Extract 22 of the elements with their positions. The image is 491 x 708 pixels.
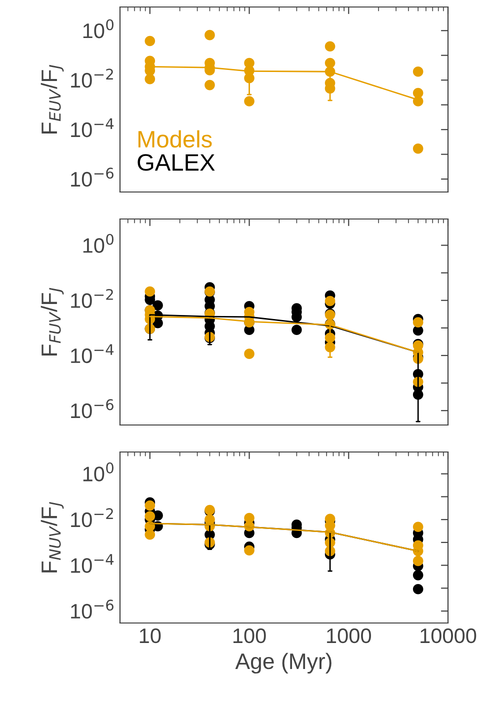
y-tick-label: 10$^{0}$ xyxy=(83,19,114,38)
y-tick-label: 10$^{−4}$ xyxy=(71,554,114,573)
legend-label: GALEX xyxy=(138,154,215,171)
y-axis-title: F$_{NUV}$/F$_{J}$ xyxy=(40,502,64,572)
y-axis-title: F$_{EUV}$/F$_{J}$ xyxy=(40,64,64,134)
y-axis-title: F$_{FUV}$/F$_{J}$ xyxy=(40,288,64,356)
series-label: Models xyxy=(138,130,212,148)
y-tick-label: 10$^{−2}$ xyxy=(71,288,113,308)
y-tick-label: 10$^{−2}$ xyxy=(71,508,113,528)
x-tick-label: 10000 xyxy=(420,628,476,644)
y-tick-label: 10$^{−4}$ xyxy=(71,118,114,138)
x-tick-label: 100 xyxy=(233,628,266,644)
y-tick-label: 10$^{−6}$ xyxy=(71,399,114,418)
x-tick-label: 10 xyxy=(140,628,161,644)
y-tick-label: 10$^{−6}$ xyxy=(71,600,114,619)
y-tick-label: 10$^{0}$ xyxy=(83,234,114,253)
y-tick-label: 10$^{−6}$ xyxy=(71,168,114,187)
x-tick-label: 1000 xyxy=(327,628,371,644)
x-axis-title: Age (Myr) xyxy=(235,652,332,674)
y-tick-label: 10$^{−2}$ xyxy=(71,68,113,88)
y-tick-label: 10$^{0}$ xyxy=(83,462,114,482)
y-tick-label: 10$^{−4}$ xyxy=(71,344,114,364)
